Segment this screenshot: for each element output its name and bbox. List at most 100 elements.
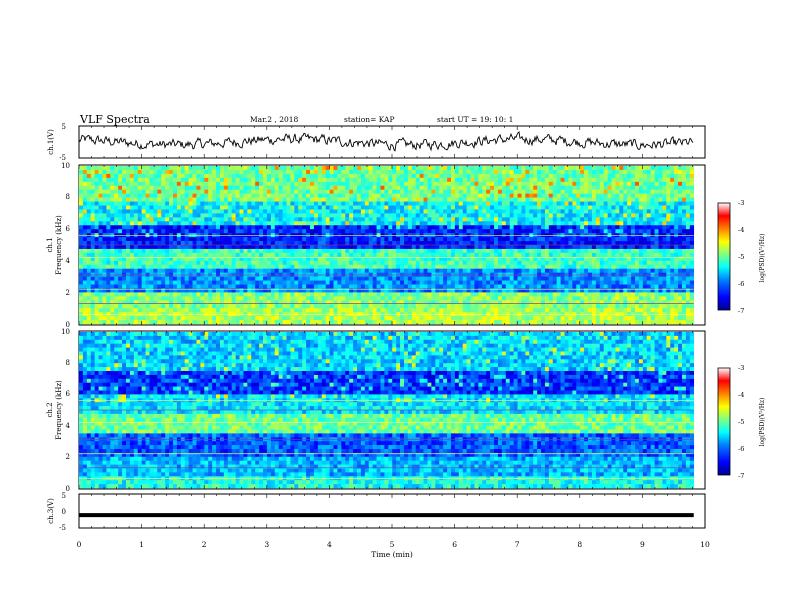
spectrogram-cell	[302, 209, 307, 214]
spectrogram-cell	[341, 205, 346, 210]
spectrogram-cell	[591, 217, 597, 222]
spectrogram-cell	[153, 280, 158, 285]
spectrogram-cell	[329, 276, 334, 281]
spectrogram-cell	[556, 201, 561, 206]
spectrogram-cell	[509, 237, 514, 242]
spectrogram-cell	[411, 225, 417, 230]
spectrogram-cell	[82, 225, 88, 230]
spectrogram-cell	[114, 166, 119, 171]
spectrogram-cell	[118, 264, 123, 269]
spectrogram-cell	[266, 166, 272, 171]
spectrogram-cell	[576, 193, 581, 198]
spectrogram-cell	[419, 284, 424, 289]
spectrogram-cell	[388, 221, 393, 226]
spectrogram-cell	[450, 225, 456, 230]
spectrogram-cell	[317, 252, 323, 258]
spectrogram-cell	[505, 229, 511, 234]
spectrogram-cell	[110, 213, 115, 218]
spectrogram-cell	[556, 166, 561, 171]
spectrogram-cell	[212, 169, 217, 175]
spectrogram-cell	[176, 252, 182, 258]
spectrogram-cell	[615, 280, 620, 285]
spectrogram-cell	[443, 205, 448, 210]
spectrogram-cell	[239, 209, 244, 214]
spectrogram-cell	[337, 248, 342, 254]
spectrogram-cell	[517, 245, 522, 250]
spectrogram-cell	[345, 245, 350, 250]
spectrogram-cell	[251, 185, 256, 190]
spectrogram-cell	[169, 288, 174, 293]
spectrogram-cell	[580, 173, 585, 179]
spectrogram-cell	[544, 193, 550, 198]
spectrogram-cell	[310, 225, 315, 230]
spectrogram-cell	[450, 221, 456, 226]
spectrogram-cell	[388, 193, 393, 198]
spectrogram-cell	[497, 189, 503, 194]
spectrogram-cell	[548, 221, 554, 226]
spectrogram-cell	[689, 237, 695, 242]
spectrogram-cell	[423, 173, 428, 179]
spectrogram-cell	[259, 276, 264, 281]
ch1-waveform-line	[78, 130, 694, 152]
spectrogram-cell	[204, 189, 209, 194]
spectrogram-cell	[255, 280, 260, 285]
spectrogram-cell	[372, 209, 377, 214]
spectrogram-cell	[270, 221, 276, 226]
spectrogram-cell	[313, 245, 319, 250]
spectrogram-cell	[149, 260, 154, 266]
spectrogram-cell	[223, 205, 229, 210]
spectrogram-cell	[396, 189, 401, 194]
spectrogram-cell	[333, 256, 338, 262]
spectrogram-cell	[188, 166, 193, 171]
spectrogram-cell	[607, 185, 612, 190]
spectrogram-cell	[689, 241, 695, 246]
spectrogram-cell	[462, 284, 467, 289]
spectrogram-cell	[341, 280, 346, 285]
spectrogram-cell	[627, 245, 632, 250]
spectrogram-cell	[161, 189, 166, 194]
spectrogram-cell	[231, 185, 236, 190]
spectrogram-cell	[196, 288, 201, 293]
spectrogram-cell	[169, 245, 174, 250]
spectrogram-cell	[529, 288, 534, 293]
spectrogram-cell	[564, 264, 569, 269]
spectrogram-cell	[192, 276, 197, 281]
spectrogram-cell	[509, 173, 514, 179]
spectrogram-cell	[568, 166, 573, 171]
spectrogram-cell	[423, 201, 428, 206]
spectrogram-cell	[251, 260, 256, 266]
spectrogram-cell	[392, 225, 397, 230]
spectrogram-cell	[623, 197, 628, 202]
spectrogram-cell	[490, 237, 495, 242]
spectrogram-cell	[654, 268, 659, 273]
spectrogram-cell	[353, 193, 358, 198]
spectrogram-cell	[384, 229, 389, 234]
spectrogram-cell	[681, 213, 687, 218]
spectrogram-cell	[603, 252, 608, 258]
spectrogram-cell	[333, 241, 338, 246]
spectrogram-cell	[114, 288, 119, 293]
spectrogram-cell	[454, 276, 460, 281]
spectrogram-cell	[298, 229, 303, 234]
spectrogram-cell	[172, 185, 178, 190]
spectrogram-cell	[133, 280, 139, 285]
spectrogram-cell	[591, 276, 597, 281]
spectrogram-cell	[216, 181, 221, 187]
spectrogram-cell	[192, 185, 197, 190]
spectrogram-cell	[98, 252, 103, 258]
spectrogram-cell	[110, 221, 115, 226]
spectrogram-cell	[560, 169, 565, 175]
spectrogram-cell	[521, 241, 526, 246]
spectrogram-cell	[294, 209, 299, 214]
spectrogram-cell	[298, 201, 303, 206]
spectrogram-cell	[180, 193, 186, 198]
spectrogram-cell	[110, 229, 115, 234]
spectrogram-cell	[98, 288, 103, 293]
spectrogram-cell	[529, 237, 534, 242]
spectrogram-cell	[208, 209, 213, 214]
spectrogram-cell	[259, 237, 264, 242]
spectrogram-cell	[580, 252, 585, 258]
spectrogram-cell	[216, 264, 221, 269]
spectrogram-cell	[110, 280, 115, 285]
